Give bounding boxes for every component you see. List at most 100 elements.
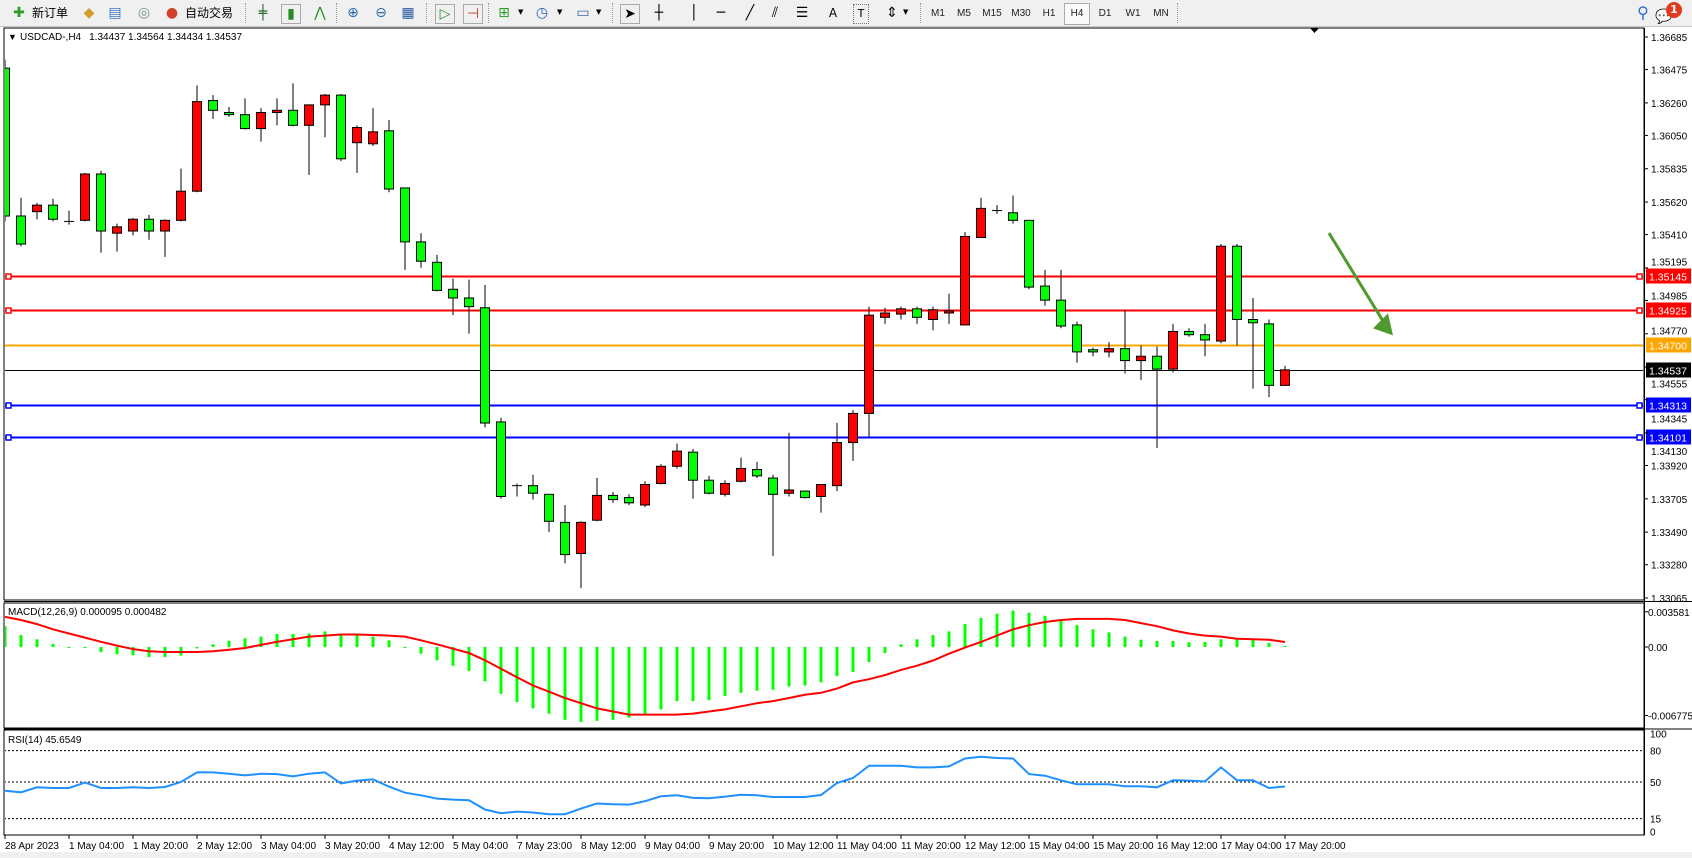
timeframe-m30[interactable]: M30 [1011,8,1031,19]
line-handle-left[interactable] [5,307,12,314]
macd-bar [1107,632,1111,647]
macd-bar [51,643,55,647]
candle [640,481,650,508]
candle-body [1264,323,1274,386]
chevron-down-icon[interactable]: ▼ [596,8,602,16]
chevron-down-icon[interactable]: ▼ [518,8,524,16]
zoom-in-icon[interactable]: ⊕ [347,5,359,21]
line-handle-left[interactable] [5,434,12,441]
macd-bar [275,634,279,647]
macd-bar [819,647,823,683]
auto-trading-icon[interactable]: ● [165,5,179,21]
macd-bar [1219,639,1223,647]
zoom-out-icon[interactable]: ⊖ [375,5,387,21]
timeframe-h1[interactable]: H1 [1042,8,1056,19]
timeframe-m5[interactable]: M5 [957,8,971,19]
chevron-down-icon[interactable]: ▼ [557,8,563,16]
periods-icon[interactable]: ◷ [535,5,549,21]
line-handle-left[interactable] [5,402,12,409]
line-handle-right[interactable] [1636,402,1643,409]
autoscroll-icon[interactable]: ▷ [435,4,455,24]
line-handle-right[interactable] [1636,273,1643,280]
candle-body [480,307,490,424]
candle-body [304,104,314,126]
market-watch-icon[interactable]: ◆ [83,5,95,21]
timeframe-m1[interactable]: M1 [931,8,945,19]
timeframe-w1[interactable]: W1 [1125,8,1141,19]
candle [592,478,602,522]
bar-chart-icon[interactable]: ╪ [258,5,268,21]
vertical-line-icon[interactable]: │ [689,5,699,21]
equidistant-channel-icon[interactable]: ⫽ [771,5,779,21]
candle [5,59,10,222]
candle [960,232,970,326]
trendline-icon[interactable]: ╱ [745,5,755,21]
line-handle-right[interactable] [1636,434,1643,441]
crosshair-icon[interactable]: ┼ [654,5,664,21]
candle [1184,328,1194,337]
candle-body [1232,245,1242,321]
time-label: 11 May 04:00 [837,841,897,852]
candle-body [320,94,330,106]
chevron-down-icon[interactable]: ▼ [903,8,909,16]
main-panel [3,27,1645,601]
macd-bar [739,647,743,693]
time-label: 3 May 20:00 [325,841,380,852]
price-label: 1.34925 [1649,306,1687,318]
candlestick-icon[interactable]: ▮ [281,4,301,24]
tile-windows-icon[interactable]: ▦ [401,5,415,21]
templates-icon[interactable]: ▭ [576,5,590,21]
line-handle-left[interactable] [5,273,12,280]
time-label: 4 May 12:00 [389,841,444,852]
candle-body [1184,330,1194,336]
new-order-icon[interactable]: ✚ [13,5,25,21]
candle-body [784,489,794,494]
macd-bar [1027,612,1031,647]
rsi-tick-label: 15 [1650,815,1662,826]
chart-shift-icon[interactable]: ⊣ [463,4,483,24]
macd-bar [291,634,295,647]
candle-body [144,218,154,232]
macd-bar [595,647,599,721]
candle [48,198,58,222]
line-chart-icon[interactable]: ⋀ [314,5,326,21]
cursor-icon[interactable]: ➤ [620,4,640,24]
timeframe-d1[interactable]: D1 [1098,8,1112,19]
text-label-icon[interactable]: T [853,4,869,24]
indicators-icon[interactable]: ⊞ [498,5,510,21]
toolbar-separator [612,3,614,23]
new-order-button[interactable]: 新订单 [32,6,69,20]
navigator-icon[interactable]: ▤ [108,5,122,21]
candle [832,423,842,492]
macd-bar [1203,642,1207,647]
time-label: 15 May 20:00 [1093,841,1154,852]
text-icon[interactable]: A [828,6,838,20]
macd-bar [227,640,231,647]
timeframe-m15[interactable]: M15 [982,8,1002,19]
macd-bar [883,647,887,654]
candle [1136,345,1146,380]
notification-badge[interactable]: 1 [1666,2,1682,18]
toolbar-separator [920,3,922,23]
line-handle-right[interactable] [1636,307,1643,314]
time-label: 28 Apr 2023 [5,841,59,852]
search-icon[interactable]: ⚲ [1637,3,1649,22]
timeframe-mn[interactable]: MN [1153,8,1169,19]
rsi-series [5,750,1643,820]
chart-shift-marker [1310,28,1319,33]
auto-trading-button[interactable]: 自动交易 [185,6,234,20]
macd-bar [451,647,455,666]
signals-icon[interactable]: ◎ [137,5,151,21]
timeframe-h4[interactable]: H4 [1064,3,1090,25]
candle-body [1104,348,1114,353]
annotation-arrow-shaft[interactable] [1327,232,1387,326]
horizontal-line-icon[interactable]: ─ [716,5,726,21]
candle-body [880,312,890,318]
candle-body [448,288,458,299]
fibonacci-icon[interactable]: ☰ [795,5,809,21]
price-tick-label: 1.35835 [1651,165,1688,176]
candle [848,410,858,461]
macd-bar [35,639,39,647]
arrows-icon[interactable]: ⇕ [886,5,898,21]
